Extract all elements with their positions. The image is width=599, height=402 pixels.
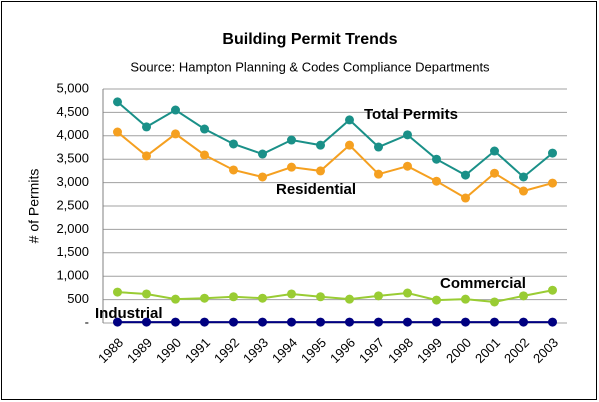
series-marker [519, 186, 528, 196]
series-line [116, 101, 554, 179]
y-tick-label: 3,000 [56, 174, 89, 189]
series-marker [374, 291, 383, 301]
series-marker [432, 317, 441, 327]
series-marker [142, 317, 151, 327]
series-marker [490, 146, 499, 156]
series-marker [113, 317, 122, 327]
series-marker [171, 129, 180, 139]
series-marker [548, 178, 557, 188]
series-marker [287, 135, 296, 145]
y-tick-label: 5,000 [56, 80, 89, 95]
chart-title: Building Permit Trends [222, 31, 397, 48]
y-tick-label: 1,000 [56, 268, 89, 283]
series-marker [490, 297, 499, 307]
series-marker [113, 97, 122, 107]
series-marker [200, 150, 209, 160]
series-marker [258, 317, 267, 327]
series-label: Total Permits [364, 106, 458, 123]
series-marker [316, 292, 325, 302]
series-marker [258, 172, 267, 182]
series-marker [490, 168, 499, 178]
series-marker [287, 162, 296, 172]
series-marker [374, 317, 383, 327]
series-marker [316, 166, 325, 176]
series-marker [432, 154, 441, 164]
series-marker [113, 287, 122, 297]
series-marker [345, 140, 354, 150]
y-tick-label: 3,500 [56, 151, 89, 166]
series-marker [316, 317, 325, 327]
series-marker [403, 317, 412, 327]
series-marker [432, 295, 441, 305]
chart-subtitle: Source: Hampton Planning & Codes Complia… [130, 59, 490, 74]
series-marker [548, 148, 557, 158]
y-tick-label: 500 [67, 291, 89, 306]
series-marker [142, 122, 151, 132]
series-marker [461, 170, 470, 180]
series-marker [519, 172, 528, 182]
series-marker [548, 285, 557, 295]
y-tick-label: - [85, 314, 89, 329]
series-marker [287, 289, 296, 299]
series-marker [171, 294, 180, 304]
series-marker [229, 292, 238, 302]
series-marker [403, 161, 412, 171]
series-marker [461, 294, 470, 304]
series-marker [403, 130, 412, 140]
series-marker [345, 115, 354, 125]
series-label: Industrial [95, 305, 163, 322]
series-marker [200, 293, 209, 303]
series-marker [258, 293, 267, 303]
series-line [117, 289, 553, 303]
series-marker [171, 317, 180, 327]
series-marker [229, 139, 238, 149]
series-marker [548, 317, 557, 327]
y-tick-label: 2,500 [56, 197, 89, 212]
y-tick-label: 1,500 [56, 244, 89, 259]
series-marker [461, 193, 470, 203]
series-marker [200, 317, 209, 327]
y-tick-label: 4,500 [56, 104, 89, 119]
series-marker [200, 124, 209, 134]
y-axis-label: # of Permits [26, 169, 42, 244]
series-label: Commercial [440, 275, 526, 292]
series-marker [142, 289, 151, 299]
series-marker [374, 169, 383, 179]
series-marker [432, 176, 441, 186]
series-marker [171, 105, 180, 115]
series-line [116, 131, 553, 200]
y-tick-label: 2,000 [56, 221, 89, 236]
y-tick-label: 4,000 [56, 127, 89, 142]
series-marker [374, 142, 383, 152]
series-marker [316, 140, 325, 150]
series-marker [258, 149, 267, 159]
series-marker [519, 317, 528, 327]
series-marker [345, 317, 354, 327]
series-marker [403, 288, 412, 298]
series-marker [113, 127, 122, 137]
series-marker [229, 165, 238, 175]
series-marker [287, 317, 296, 327]
series-marker [461, 317, 470, 327]
series-marker [345, 294, 354, 304]
series-marker [229, 317, 238, 327]
series-marker [490, 317, 499, 327]
series-label: Residential [276, 181, 356, 198]
series-marker [519, 291, 528, 301]
series-marker [142, 151, 151, 161]
